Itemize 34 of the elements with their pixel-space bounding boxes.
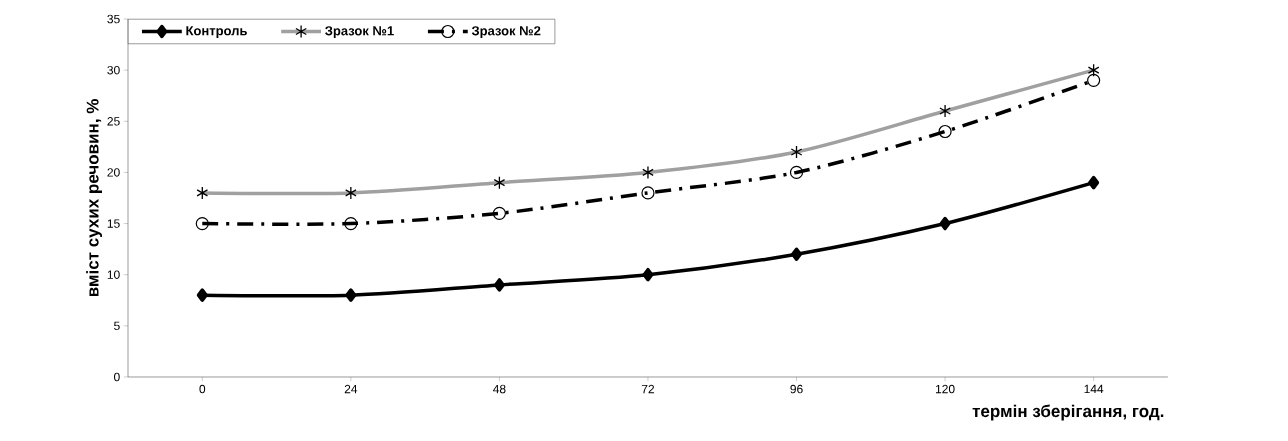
point xyxy=(493,278,505,292)
point xyxy=(791,247,803,261)
x-tick-label: 0 xyxy=(199,384,206,394)
point xyxy=(1088,175,1100,190)
point xyxy=(1087,73,1101,87)
legend-label: Зразок №2 xyxy=(471,26,541,38)
point xyxy=(344,216,358,231)
point xyxy=(492,206,507,220)
y-tick-label: 5 xyxy=(114,321,120,331)
point xyxy=(939,216,951,231)
point xyxy=(641,186,655,200)
y-axis-title: вміст сухих речовин, % xyxy=(86,99,102,297)
x-tick-label: 72 xyxy=(641,384,655,394)
y-tick-label: 10 xyxy=(107,270,120,279)
x-tick-label: 144 xyxy=(1084,384,1104,394)
y-tick-label: 0 xyxy=(114,372,120,382)
y-tick-label: 30 xyxy=(107,65,120,75)
point xyxy=(642,267,654,282)
y-tick-label: 20 xyxy=(107,168,120,177)
point xyxy=(789,165,804,180)
x-tick-label: 48 xyxy=(493,384,506,394)
x-tick-label: 120 xyxy=(935,384,955,394)
x-tick-label: 24 xyxy=(344,384,358,394)
y-tick-label: 25 xyxy=(107,117,120,126)
point xyxy=(938,124,952,139)
x-tick-label: 96 xyxy=(790,384,803,394)
x-axis-title: термін зберігання, год. xyxy=(972,404,1164,421)
point xyxy=(196,288,208,302)
point xyxy=(345,288,357,302)
y-tick-label: 35 xyxy=(107,14,120,24)
point xyxy=(195,216,209,231)
y-tick-label: 15 xyxy=(107,219,120,228)
legend-label: Зразок №1 xyxy=(325,26,394,38)
legend-label: Контроль xyxy=(186,26,247,38)
